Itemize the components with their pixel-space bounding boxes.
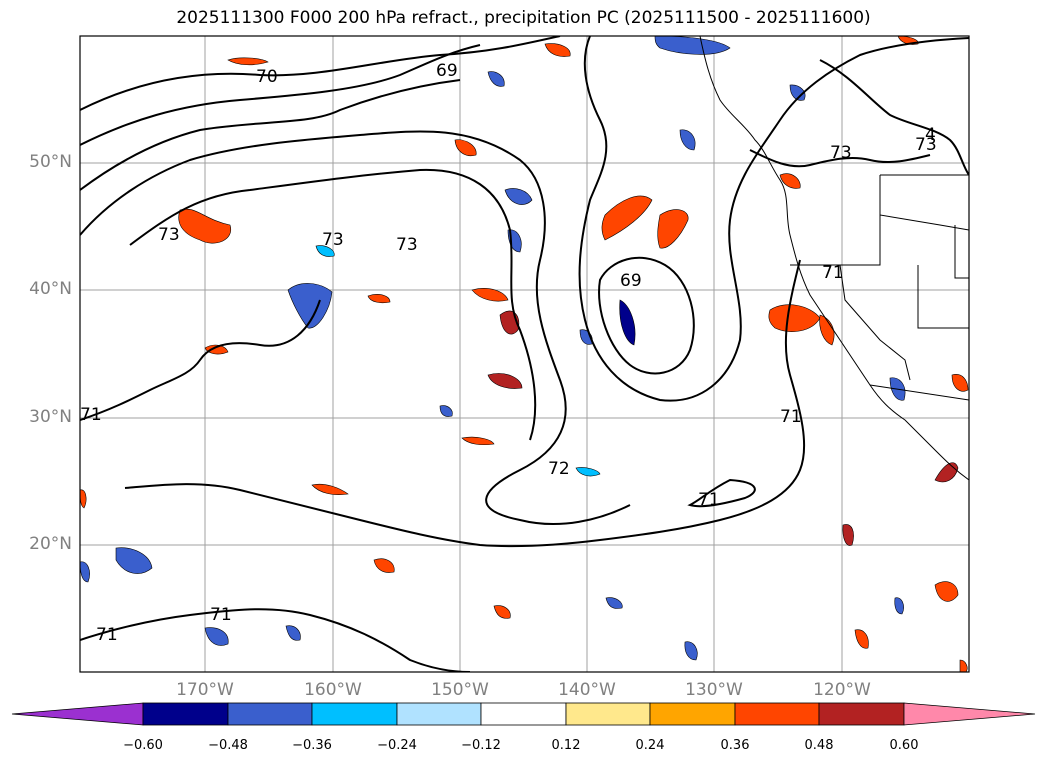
contour-label: 73 [830,143,852,163]
colorbar-tick-label: 0.60 [889,738,919,753]
lon-label: 160°W [304,680,362,700]
colorbar-bin [142,702,229,726]
colorbar-bin [311,702,398,726]
map-title: 2025111300 F000 200 hPa refract., precip… [176,8,871,28]
contour-label: 73 [158,225,180,245]
contour-label: 71 [780,407,802,427]
map-frame [79,35,970,673]
positive-precip-areas [80,36,969,672]
colorbar-tick-label: 0.36 [720,738,750,753]
contour-label: 73 [322,230,344,250]
colorbar-tick-label: −0.48 [208,738,248,753]
colorbar-extend-high [903,702,1036,726]
lat-label: 40°N [29,279,72,299]
refractivity-contours [80,36,969,672]
colorbar-bin [649,702,736,726]
lon-label: 150°W [431,680,489,700]
contour-label: 70 [256,67,278,87]
contour-label: 69 [436,61,458,81]
lat-label: 50°N [29,152,72,172]
colorbar-bin [396,702,482,726]
contour-label: 73 [915,135,937,155]
colorbar-tick-label: 0.12 [551,738,581,753]
lon-label: 130°W [685,680,743,700]
colorbar-extend-low [11,702,144,726]
colorbar-bin [818,702,905,726]
contour-label: 71 [96,625,118,645]
lat-label: 30°N [29,407,72,427]
colorbar-tick-label: −0.36 [292,738,332,753]
colorbar-tick-label: 0.24 [635,738,665,753]
contour-label: 71 [80,405,102,425]
contour-label: 73 [396,235,418,255]
lon-label: 120°W [813,680,871,700]
lat-label: 20°N [29,534,72,554]
colorbar-tick-label: −0.12 [461,738,501,753]
contour-label-group: 70 69 73 73 73 73 69 71 72 71 71 71 71 7… [80,61,937,645]
contour-label: 72 [548,459,570,479]
contour-label: 71 [822,263,844,283]
colorbar-tick-label: 0.48 [804,738,834,753]
lon-label: 170°W [176,680,234,700]
contour-label: 69 [620,271,642,291]
colorbar-tick-label: −0.24 [377,738,417,753]
colorbar-bin [734,702,820,726]
map-background [80,36,969,672]
contour-label: 4 [925,125,936,145]
colorbar [11,702,1036,726]
colorbar-bin [565,702,651,726]
contour-label: 71 [698,490,720,510]
colorbar-bin [480,702,567,726]
coastlines [699,36,969,481]
negative-precip-areas [80,36,906,661]
colorbar-tick-label: −0.60 [123,738,163,753]
colorbar-bin [227,702,313,726]
contour-label: 71 [210,605,232,625]
lon-label: 140°W [558,680,616,700]
